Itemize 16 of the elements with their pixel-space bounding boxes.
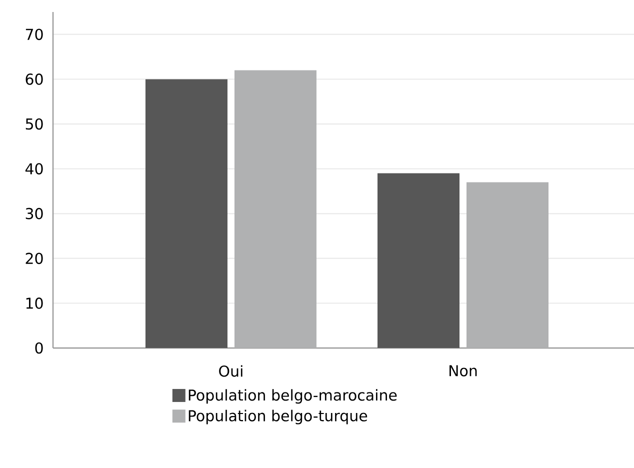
- y-tick-label: 70: [26, 28, 43, 40]
- bar: [378, 173, 460, 348]
- y-tick-label: 10: [26, 298, 43, 309]
- legend-label: Population belgo-turque: [188, 410, 368, 424]
- y-tick-label: 50: [26, 118, 43, 130]
- y-tick-label: 20: [26, 252, 43, 264]
- y-tick-label: 0: [35, 342, 43, 354]
- bar: [466, 182, 548, 348]
- x-tick-label: Oui: [219, 365, 242, 377]
- y-tick-label: 30: [26, 208, 43, 220]
- legend-label: Population belgo-marocaine: [188, 389, 397, 404]
- bar: [145, 79, 228, 348]
- y-tick-label: 40: [25, 163, 43, 174]
- bar: [234, 70, 316, 348]
- y-tick-label: 60: [26, 74, 43, 85]
- x-tick-label: Non: [450, 365, 477, 376]
